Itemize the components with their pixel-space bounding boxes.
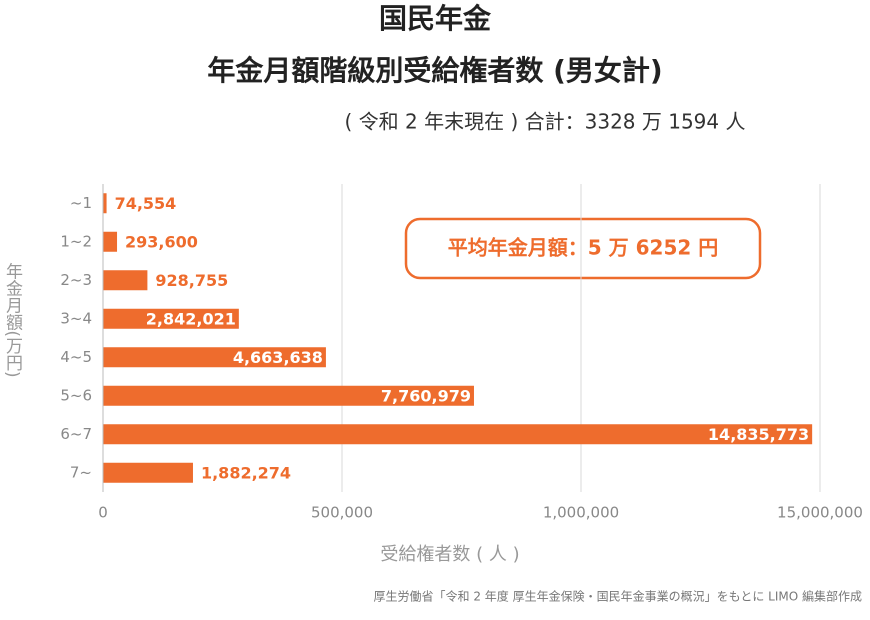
- bar: [103, 462, 193, 483]
- y-tick-label: 7~: [70, 463, 92, 481]
- y-tick-label: 3~4: [60, 309, 92, 327]
- value-label: 293,600: [125, 232, 198, 251]
- bar: [103, 231, 118, 252]
- y-tick-label: ~1: [70, 194, 92, 212]
- x-axis-title: 受給権者数 ( 人 ): [380, 544, 519, 565]
- value-label: 2,842,021: [146, 309, 236, 328]
- value-label: 4,663,638: [233, 348, 323, 367]
- y-tick-label: 1~2: [60, 232, 92, 250]
- bar: [103, 270, 148, 291]
- value-label: 1,882,274: [201, 463, 291, 482]
- value-label: 74,554: [115, 194, 177, 213]
- y-tick-label: 5~6: [60, 386, 92, 404]
- bar: [103, 385, 474, 406]
- value-label: 14,835,773: [708, 425, 809, 444]
- y-tick-label: 6~7: [60, 425, 92, 443]
- x-tick-label: 1,000,000: [543, 504, 619, 522]
- value-label: 7,760,979: [381, 386, 471, 405]
- y-tick-label: 4~5: [60, 348, 92, 366]
- y-tick-label: 2~3: [60, 271, 92, 289]
- x-tick-label: 500,000: [311, 504, 373, 522]
- x-tick-label: 15,000,000: [777, 504, 863, 522]
- annotation: 平均年金月額：5 万 6252 円: [448, 236, 718, 260]
- chart-subtitle: 年金月額階級別受給権者数 (男女計): [207, 54, 662, 87]
- chart-note: ( 令和 2 年末現在 ) 合計：3328 万 1594 人: [345, 110, 746, 134]
- bar: [103, 193, 107, 214]
- bar: [103, 347, 326, 368]
- value-label: 928,755: [155, 271, 228, 290]
- chart-title: 国民年金: [379, 2, 492, 35]
- source-note: 厚生労働省「令和 2 年度 厚生年金保険・国民年金事業の概況」をもとに LIMO…: [374, 589, 863, 604]
- y-axis-title: 年金月額(万円): [2, 262, 23, 377]
- x-tick-label: 0: [98, 504, 108, 522]
- bar: [103, 424, 813, 445]
- annotation-box: [404, 217, 762, 280]
- bar: [103, 308, 239, 329]
